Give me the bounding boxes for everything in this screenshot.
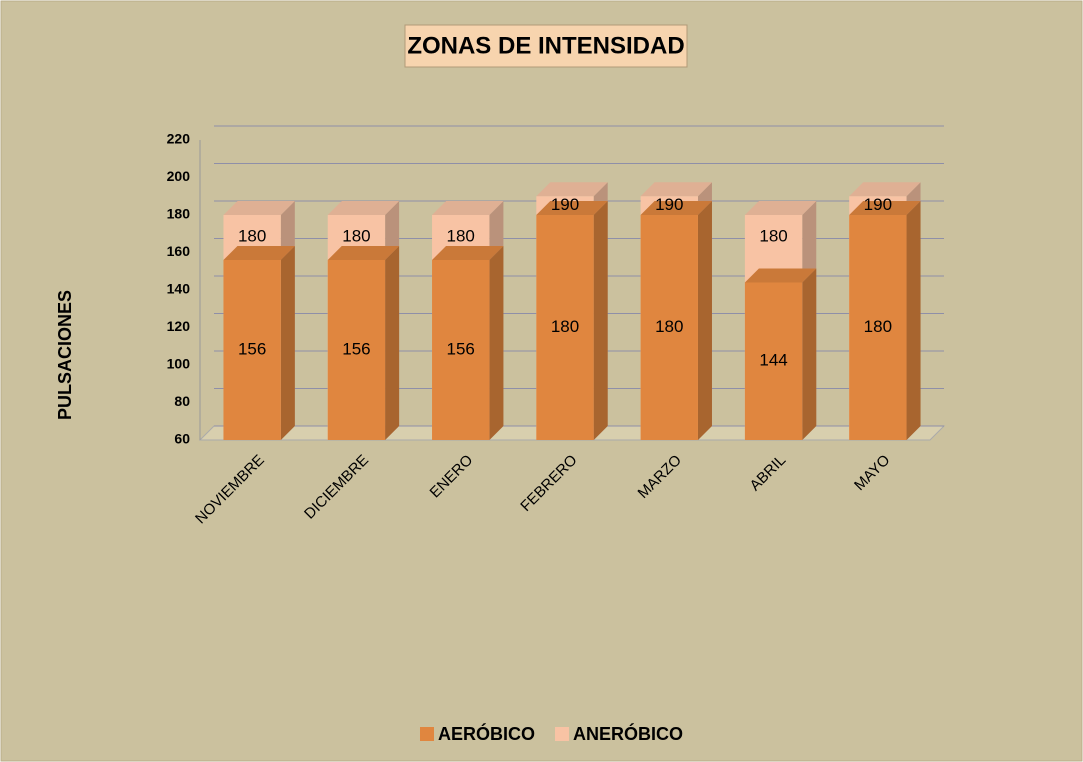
bar-top bbox=[849, 201, 921, 215]
bar-side bbox=[697, 201, 712, 440]
data-label: 156 bbox=[447, 339, 475, 358]
title-box bbox=[404, 24, 688, 68]
bar-side bbox=[802, 268, 817, 440]
legend-swatch bbox=[420, 727, 434, 741]
bar bbox=[744, 282, 803, 440]
y-tick-label: 120 bbox=[167, 318, 191, 334]
y-tick-label: 220 bbox=[167, 131, 191, 147]
data-label: 156 bbox=[238, 339, 266, 358]
bar-side bbox=[280, 246, 295, 440]
bar-top bbox=[744, 268, 817, 283]
data-label: 180 bbox=[447, 226, 475, 245]
data-label: 180 bbox=[238, 226, 266, 245]
y-axis-label: PULSACIONES bbox=[55, 290, 75, 420]
data-label: 180 bbox=[551, 317, 579, 336]
legend-swatch bbox=[555, 727, 570, 741]
data-label: 190 bbox=[551, 195, 579, 214]
y-tick-label: 180 bbox=[167, 206, 191, 222]
legend: AERÓBICO ANERÓBICO bbox=[420, 723, 683, 744]
bar-side bbox=[593, 201, 608, 440]
data-label: 180 bbox=[864, 317, 892, 336]
bar bbox=[849, 215, 907, 440]
y-tick-label: 140 bbox=[167, 281, 191, 297]
data-label: 180 bbox=[759, 226, 787, 245]
data-label: 180 bbox=[655, 317, 683, 336]
y-tick-label: 160 bbox=[167, 243, 191, 259]
legend-label: AERÓBICO bbox=[438, 723, 535, 744]
bar-top bbox=[849, 182, 921, 197]
legend-label: ANERÓBICO bbox=[573, 723, 683, 744]
bar-top bbox=[640, 182, 712, 197]
y-tick-label: 100 bbox=[167, 356, 191, 372]
bar-top bbox=[536, 182, 608, 197]
bar-top bbox=[327, 246, 400, 260]
data-label: 190 bbox=[655, 195, 683, 214]
y-tick-label: 200 bbox=[167, 168, 191, 184]
bar-top bbox=[223, 201, 295, 215]
data-label: 156 bbox=[342, 339, 370, 358]
bar-top bbox=[327, 201, 400, 215]
data-label: 190 bbox=[864, 195, 892, 214]
bar bbox=[327, 260, 386, 440]
bar-side bbox=[906, 201, 921, 440]
y-tick-label: 80 bbox=[174, 393, 190, 409]
bar bbox=[432, 260, 490, 440]
data-label: 180 bbox=[342, 226, 370, 245]
bar-top bbox=[432, 201, 504, 215]
bar bbox=[536, 215, 594, 440]
bar-side bbox=[489, 246, 504, 440]
bar bbox=[223, 260, 281, 440]
y-tick-label: 60 bbox=[174, 431, 190, 447]
bar-top bbox=[640, 201, 712, 215]
bar-top bbox=[536, 201, 608, 215]
bar bbox=[640, 215, 698, 440]
bar-top bbox=[223, 246, 295, 260]
bar-top bbox=[432, 246, 504, 260]
bar-side bbox=[385, 246, 400, 440]
bar-top bbox=[744, 201, 817, 215]
data-label: 144 bbox=[759, 351, 787, 370]
chart-title: ZONAS DE INTENSIDAD bbox=[407, 32, 684, 59]
